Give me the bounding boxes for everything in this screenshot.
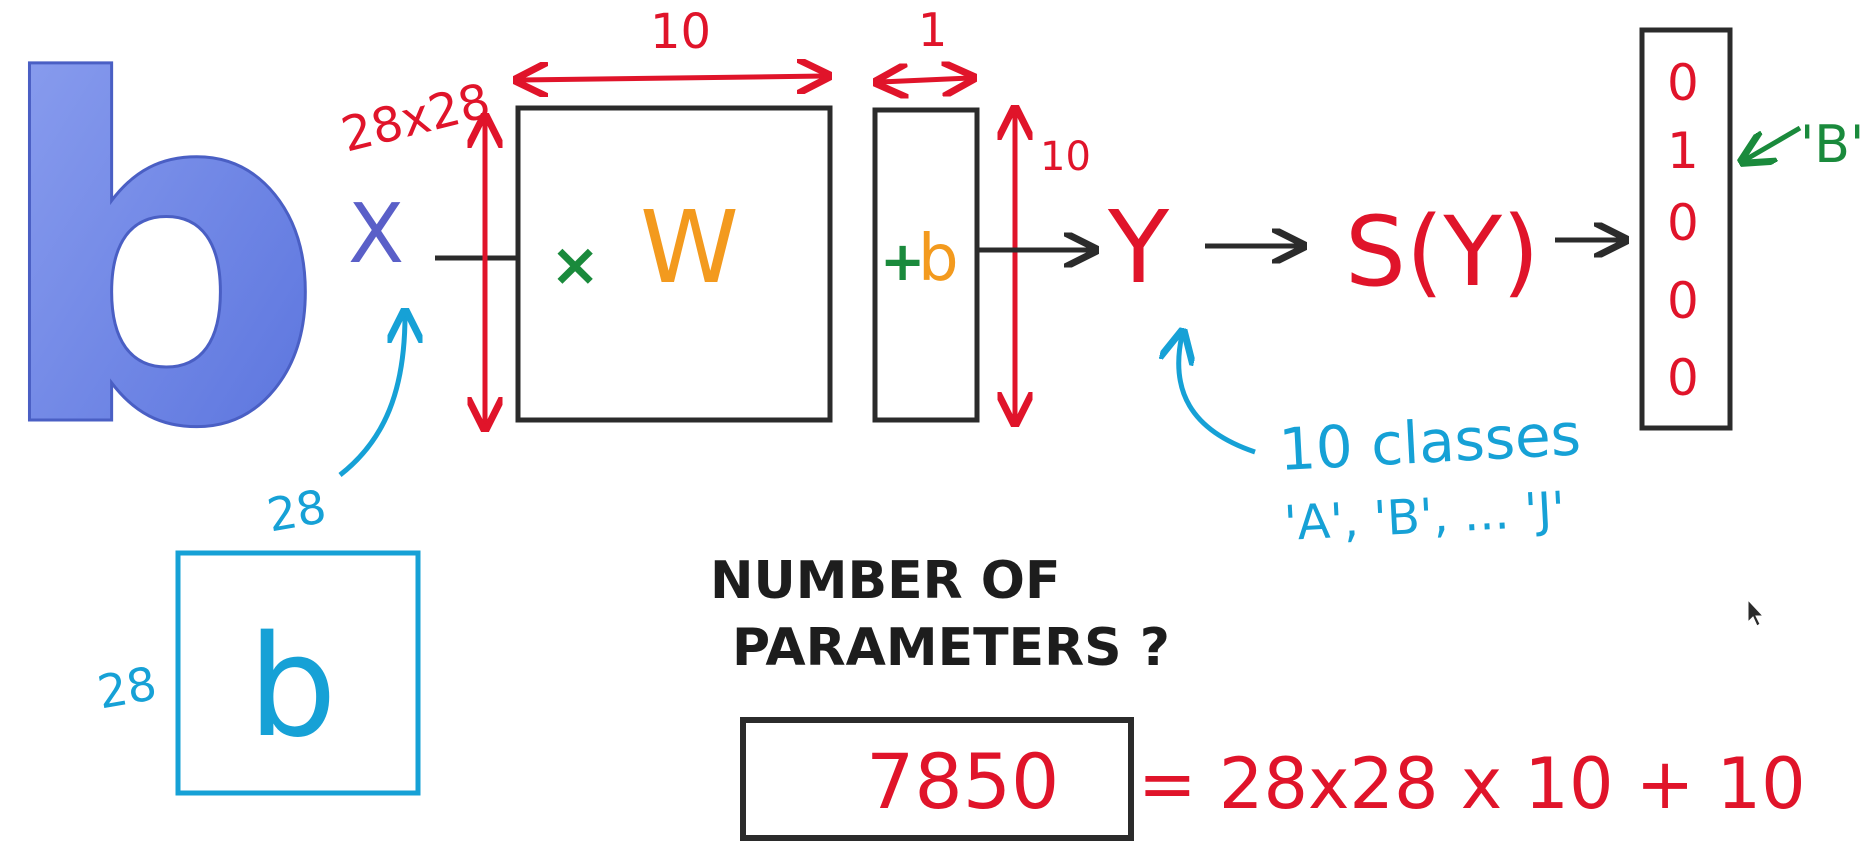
answer-value: 7850 xyxy=(866,737,1059,826)
image-width-label: 28 xyxy=(263,479,330,542)
vector-value: 0 xyxy=(1667,54,1699,112)
softmax-label: S(Y) xyxy=(1345,196,1539,308)
vector-value: 0 xyxy=(1667,194,1699,252)
weight-width-arrow xyxy=(520,76,825,80)
multiply-symbol: × xyxy=(550,230,600,300)
letter-b-graphic: b xyxy=(0,0,328,533)
bias-width-label: 1 xyxy=(918,3,947,57)
question-line-1: NUMBER OF xyxy=(710,551,1061,611)
weight-width-label: 10 xyxy=(650,4,711,60)
one-hot-vector-box xyxy=(1639,27,1733,431)
vector-value: 0 xyxy=(1667,272,1699,330)
question-line-2: PARAMETERS ? xyxy=(732,618,1170,678)
letter-b-logo: b xyxy=(0,0,326,531)
input-image-letter: b xyxy=(248,606,337,769)
one-hot-vector-values: 0 1 0 0 0 xyxy=(1667,54,1699,407)
plus-symbol: + xyxy=(880,230,925,293)
logits-label: Y xyxy=(1107,189,1170,306)
vector-value: 0 xyxy=(1667,349,1699,407)
classes-list-label: 'A', 'B', ... 'J' xyxy=(1283,481,1567,552)
image-height-label: 28 xyxy=(93,656,160,719)
input-size-label: 28x28 xyxy=(336,73,496,164)
weight-label: W xyxy=(640,189,739,306)
x-input-label: X xyxy=(348,187,404,282)
weight-matrix-box xyxy=(515,105,833,423)
answer-formula: = 28x28 x 10 + 10 xyxy=(1138,743,1806,825)
classes-count-label: 10 classes xyxy=(1277,400,1582,484)
output-height-label: 10 xyxy=(1040,134,1091,180)
target-class-label: 'B' xyxy=(1800,115,1864,175)
input-image-box xyxy=(175,550,421,796)
bias-label: b xyxy=(918,222,959,296)
vector-value: 1 xyxy=(1667,122,1699,180)
bias-width-arrow xyxy=(880,78,970,82)
answer-box xyxy=(740,717,1134,841)
mouse-cursor-icon xyxy=(1747,598,1765,627)
classes-note-arrow xyxy=(1179,335,1256,455)
target-arrow xyxy=(1745,125,1802,160)
bias-vector-box xyxy=(872,107,980,423)
image-to-x-arrow xyxy=(338,315,405,477)
